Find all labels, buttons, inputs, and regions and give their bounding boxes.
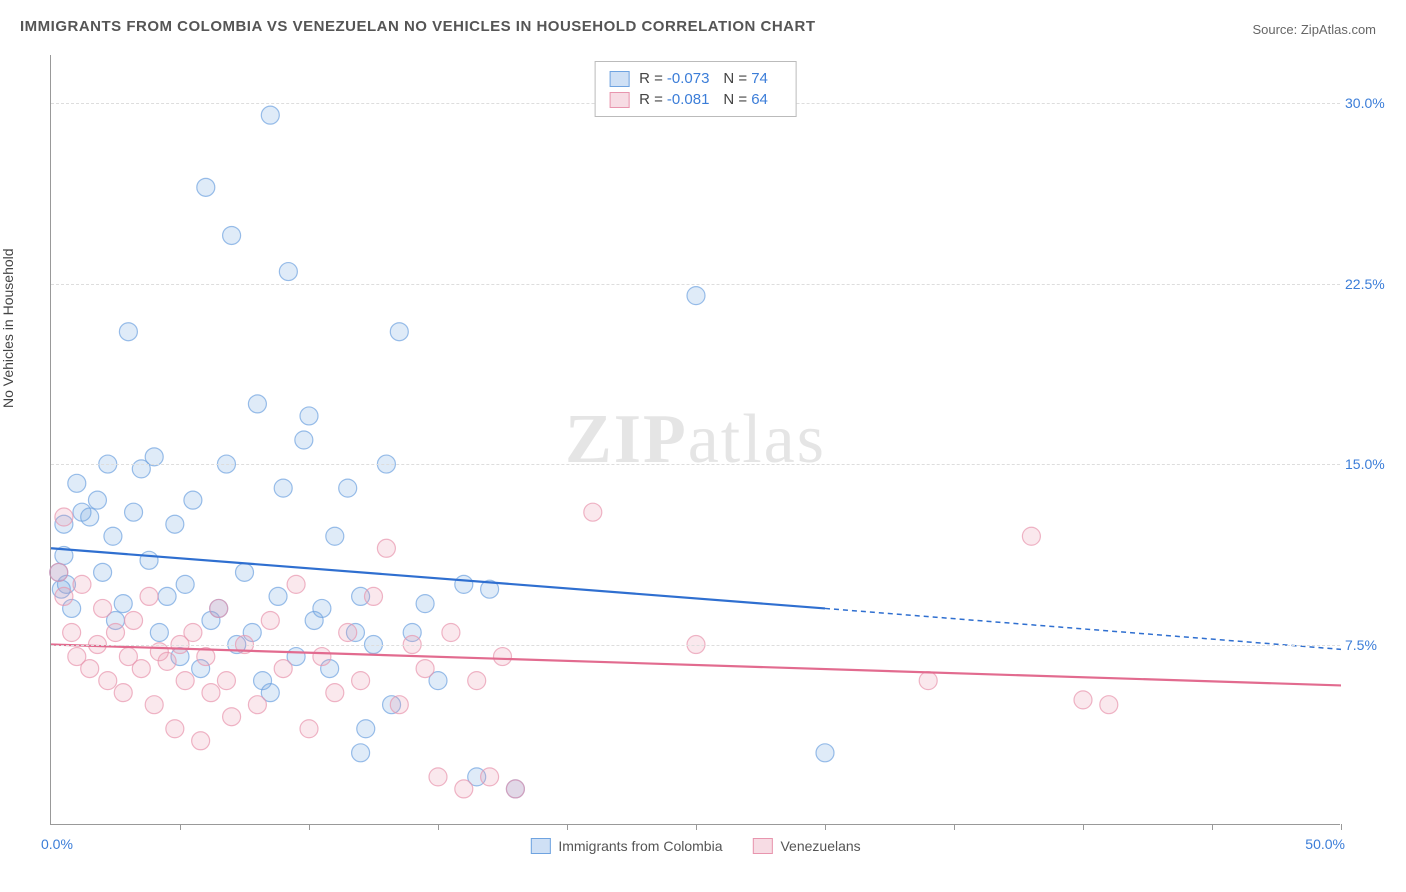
x-tick [1083, 824, 1084, 830]
swatch-venezuela-icon [752, 838, 772, 854]
x-tick [567, 824, 568, 830]
x-tick [1341, 824, 1342, 830]
correlation-legend: R =-0.073 N =74 R =-0.081 N =64 [594, 61, 797, 117]
gridline [51, 464, 1340, 465]
x-axis-max-label: 50.0% [1305, 836, 1345, 852]
x-tick [1212, 824, 1213, 830]
swatch-colombia-icon [530, 838, 550, 854]
legend-item-colombia: Immigrants from Colombia [530, 838, 722, 854]
y-tick-label: 22.5% [1345, 276, 1395, 292]
n-value-venezuela: 64 [751, 91, 768, 108]
x-tick [954, 824, 955, 830]
r-label: R = [639, 70, 663, 87]
r-value-venezuela: -0.081 [667, 91, 710, 108]
n-label: N = [723, 70, 747, 87]
x-tick [309, 824, 310, 830]
legend-label-venezuela: Venezuelans [780, 838, 860, 854]
x-tick [825, 824, 826, 830]
legend-row-colombia: R =-0.073 N =74 [609, 68, 782, 89]
chart-title: IMMIGRANTS FROM COLOMBIA VS VENEZUELAN N… [20, 18, 816, 35]
source-attribution: Source: ZipAtlas.com [1252, 22, 1376, 37]
x-tick [438, 824, 439, 830]
swatch-colombia [609, 71, 629, 87]
chart-plot-area: ZIPatlas R =-0.073N =74 R =-0.081N =64 0… [50, 55, 1340, 825]
series-legend: Immigrants from Colombia Venezuelans [530, 838, 860, 854]
scatter-svg [51, 55, 1340, 824]
gridline [51, 284, 1340, 285]
x-tick [180, 824, 181, 830]
x-axis-min-label: 0.0% [41, 836, 73, 852]
n-label: N = [723, 91, 747, 108]
gridline [51, 645, 1340, 646]
swatch-venezuela [609, 92, 629, 108]
legend-item-venezuela: Venezuelans [752, 838, 860, 854]
n-value-colombia: 74 [751, 70, 768, 87]
legend-row-venezuela: R =-0.081 N =64 [609, 89, 782, 110]
y-tick-label: 15.0% [1345, 456, 1395, 472]
r-value-colombia: -0.073 [667, 70, 710, 87]
y-tick-label: 7.5% [1345, 637, 1395, 653]
legend-label-colombia: Immigrants from Colombia [558, 838, 722, 854]
y-tick-label: 30.0% [1345, 95, 1395, 111]
x-tick [696, 824, 697, 830]
y-axis-label: No Vehicles in Household [0, 248, 16, 408]
r-label: R = [639, 91, 663, 108]
